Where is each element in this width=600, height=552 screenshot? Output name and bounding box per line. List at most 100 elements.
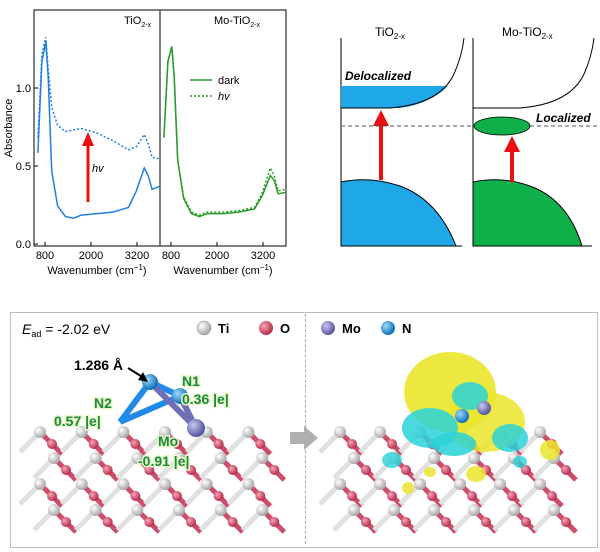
- ti-atom: [159, 426, 171, 438]
- delocalized-electron-region: [341, 86, 448, 108]
- o-atom: [47, 439, 57, 449]
- o-atom: [227, 517, 238, 527]
- o-atom: [102, 517, 113, 527]
- charge-density-isosurface: [382, 352, 560, 494]
- o-atom: [47, 491, 57, 501]
- n1-label: N1: [182, 373, 200, 389]
- o-atom: [186, 465, 196, 475]
- ti-atom: [48, 452, 60, 464]
- x-tick-label: 3200: [125, 250, 149, 262]
- ti-atom: [454, 478, 466, 490]
- x-tick-label: 800: [36, 250, 54, 262]
- band-diagram-tio2: TiO2-x Delocalized: [340, 25, 465, 247]
- left-panel-title: TiO2-x: [124, 15, 152, 29]
- ti-atom: [256, 452, 269, 464]
- structure-panel-frame: [10, 312, 598, 548]
- ti-atom: [48, 504, 60, 516]
- o-atom: [186, 517, 196, 527]
- localized-electron-region: [473, 116, 531, 136]
- atom-legend: Ti O Mo N: [196, 320, 411, 336]
- legend-dark-label: dark: [218, 75, 240, 87]
- o-atom: [521, 465, 531, 475]
- o-atom: [144, 465, 155, 475]
- ti-atom: [534, 426, 546, 438]
- ti-atom: [348, 452, 360, 464]
- n1-atom: [172, 388, 188, 404]
- n2-charge: 0.57 |e|: [54, 413, 101, 429]
- ti-atom: [374, 426, 386, 438]
- band-diagram-figure: TiO2-x Delocalized Mo-TiO2-x Localized: [340, 25, 598, 247]
- o-atom: [401, 517, 411, 527]
- ti-atom: [428, 504, 440, 516]
- n2-label: N2: [94, 395, 112, 411]
- o-atom: [467, 491, 477, 501]
- hv-label: hv: [92, 163, 105, 175]
- ti-atom: [75, 478, 88, 490]
- x-ticks-left: [44, 242, 264, 246]
- ti-atom: [334, 478, 346, 490]
- legend-n-label: N: [402, 321, 411, 336]
- band-title-tio2: TiO2-x: [375, 25, 405, 41]
- ti-atom: [173, 452, 185, 464]
- ti-atom: [508, 504, 520, 516]
- mo-atom: [187, 419, 205, 437]
- o-atom: [213, 491, 224, 501]
- ti-atom: [117, 426, 130, 438]
- o-atom: [213, 439, 224, 449]
- localized-label: Localized: [536, 111, 591, 125]
- ti-atom: [388, 504, 400, 516]
- spectra-figure: Absorbance 0.0 0.5 1.0 800 2000 3200 800…: [3, 9, 287, 277]
- right-panel-frame: [159, 9, 287, 247]
- mo-label: Mo: [158, 433, 178, 449]
- ti-atom: [348, 504, 360, 516]
- ti-atom: [159, 478, 171, 490]
- o-atom: [387, 439, 397, 449]
- x-axis-label-right: Wavenumber (cm−1): [173, 263, 272, 277]
- ti-atom: [89, 504, 102, 516]
- o-atom: [427, 491, 437, 501]
- legend-hv-label: hv: [218, 91, 231, 103]
- o-atom: [361, 517, 371, 527]
- o-atom: [401, 465, 411, 475]
- valence-band: [340, 179, 457, 247]
- left-panel-frame: [33, 9, 161, 247]
- ti-atom: [131, 504, 144, 516]
- o-atom: [172, 491, 182, 501]
- ti-atom: [256, 504, 269, 516]
- ti-atom: [334, 426, 346, 438]
- x-tick-label: 2000: [205, 250, 229, 262]
- o-atom: [561, 465, 571, 475]
- ti-atom: [89, 452, 102, 464]
- o-atom: [255, 439, 266, 449]
- o-atom: [507, 491, 517, 501]
- o-atom: [255, 491, 266, 501]
- isosurface-mo-atom: [477, 401, 491, 415]
- adsorption-energy: Ead = -2.02 eV: [22, 321, 111, 339]
- series-line-hv: [37, 37, 161, 160]
- ti-atom: [214, 504, 227, 516]
- o-atom: [441, 517, 451, 527]
- ti-atom: [548, 504, 560, 516]
- tio2-series: [37, 37, 161, 219]
- x-axis-label-left: Wavenumber (cm−1): [47, 263, 146, 277]
- conduction-band-curve: [341, 37, 465, 109]
- o-atom: [88, 439, 99, 449]
- o-atom: [441, 465, 451, 475]
- isosurface-n-atom: [455, 409, 469, 423]
- o-atom: [144, 517, 155, 527]
- ti-atom: [117, 478, 130, 490]
- ti-atom: [414, 478, 426, 490]
- o-atom: [521, 517, 531, 527]
- band-title-mo-tio2: Mo-TiO2-x: [502, 25, 553, 41]
- valence-band: [472, 179, 583, 247]
- delocalized-label: Delocalized: [345, 69, 412, 83]
- o-atom: [561, 517, 571, 527]
- o-atom: [361, 465, 371, 475]
- right-panel-title: Mo-TiO2-x: [214, 15, 260, 29]
- o-atom: [269, 465, 280, 475]
- excitation-arrow: [82, 132, 94, 202]
- ti-atom: [428, 452, 440, 464]
- ti-atom: [34, 478, 46, 490]
- ti-atom: [131, 452, 144, 464]
- y-tick-label: 0.0: [16, 239, 31, 251]
